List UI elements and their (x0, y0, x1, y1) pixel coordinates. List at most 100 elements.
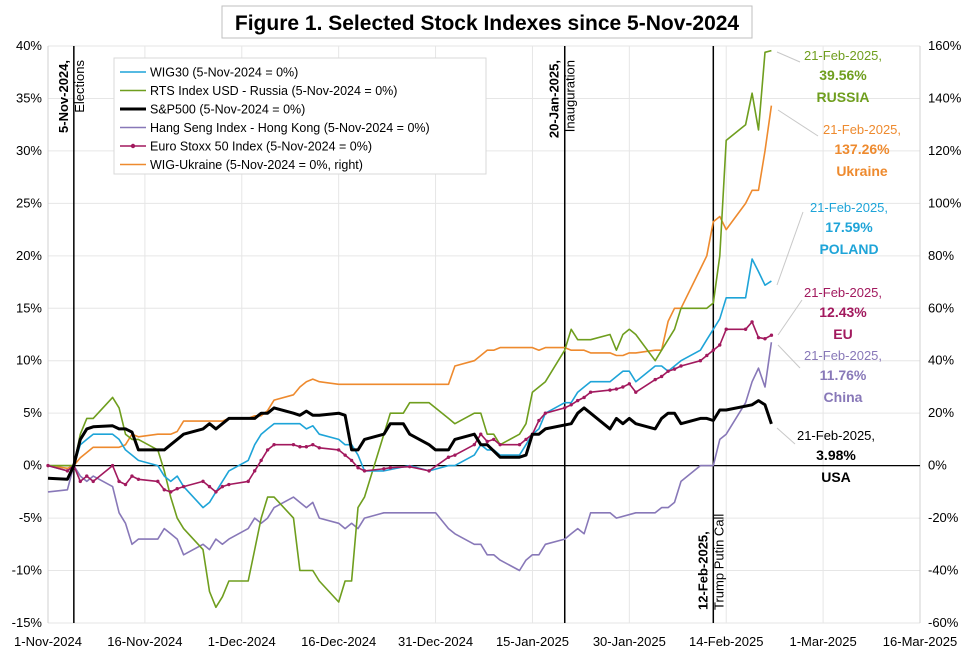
end-label-value: 11.76% (820, 367, 867, 383)
series-marker-eurostoxx (543, 411, 548, 415)
series-lines (46, 49, 774, 609)
legend-marker-eurostoxx (130, 143, 136, 149)
y-left-tick-label: -5% (19, 510, 43, 525)
end-label-leader (777, 109, 819, 137)
series-marker-eurostoxx (246, 479, 250, 484)
end-label-value: 3.98% (816, 447, 856, 463)
event-sublabel: Elections (72, 60, 87, 113)
series-marker-eurostoxx (336, 448, 341, 452)
series-line-wigukraine (47, 105, 773, 470)
y-left-tick-label: 35% (16, 90, 42, 105)
series-marker-eurostoxx (408, 464, 412, 469)
legend-label-hangseng: Hang Seng Index - Hong Kong (5-Nov-2024 … (150, 121, 430, 135)
end-label-date: 21-Feb-2025, (810, 200, 888, 215)
event-label: 20-Jan-2025, (547, 60, 562, 138)
series-marker-eurostoxx (672, 367, 677, 371)
series-marker-eurostoxx (608, 388, 612, 392)
legend-label-rts: RTS Index USD - Russia (5-Nov-2024 = 0%) (150, 84, 397, 98)
series-marker-eurostoxx (653, 377, 657, 382)
legend-label-wigukraine: WIG-Ukraine (5-Nov-2024 = 0%, right) (150, 158, 363, 172)
series-marker-eurostoxx (472, 442, 477, 447)
series-marker-eurostoxx (343, 453, 347, 457)
series-marker-eurostoxx (311, 442, 315, 447)
series-marker-eurostoxx (156, 479, 160, 484)
y-right-tick-label: 100% (928, 195, 962, 210)
series-marker-eurostoxx (175, 487, 179, 491)
y-left-tick-label: 0% (23, 458, 42, 473)
series-marker-eurostoxx (123, 482, 128, 487)
series-marker-eurostoxx (91, 479, 95, 484)
series-marker-eurostoxx (136, 477, 141, 481)
y-right-tick-label: 140% (928, 90, 962, 105)
series-marker-eurostoxx (524, 437, 528, 442)
series-marker-eurostoxx (698, 359, 703, 363)
series-marker-eurostoxx (259, 458, 263, 463)
series-marker-eurostoxx (252, 469, 257, 473)
series-marker-eurostoxx (666, 369, 670, 373)
series-marker-eurostoxx (763, 336, 767, 341)
series-marker-eurostoxx (85, 474, 89, 478)
end-label-leader (777, 299, 803, 336)
end-label-date: 21-Feb-2025, (823, 122, 901, 137)
end-label-date: 21-Feb-2025, (804, 285, 882, 300)
end-label-country: EU (833, 326, 852, 342)
series-marker-eurostoxx (724, 327, 728, 331)
series-marker-eurostoxx (446, 455, 451, 459)
series-marker-eurostoxx (162, 488, 166, 492)
series-marker-eurostoxx (575, 398, 580, 403)
x-tick-label: 1-Dec-2024 (208, 634, 276, 649)
y-left-tick-label: 10% (16, 353, 42, 368)
series-marker-eurostoxx (750, 320, 754, 324)
series-line-rts (48, 49, 772, 609)
series-marker-eurostoxx (659, 374, 664, 379)
series-marker-eurostoxx (627, 382, 632, 386)
series-marker-eurostoxx (498, 442, 502, 447)
x-tick-label: 16-Mar-2025 (883, 634, 957, 649)
series-marker-eurostoxx (711, 348, 716, 352)
y-left-tick-label: 25% (16, 195, 42, 210)
series-marker-eurostoxx (382, 467, 386, 471)
end-labels: 21-Feb-2025, 39.56% RUSSIA 21-Feb-2025, 137.… (776, 48, 901, 485)
x-tick-label: 1-Nov-2024 (14, 634, 82, 649)
legend-label-sp500: S&P500 (5-Nov-2024 = 0%) (150, 103, 305, 117)
series-marker-eurostoxx (272, 442, 276, 447)
series-marker-eurostoxx (679, 364, 683, 368)
series-marker-eurostoxx (214, 490, 218, 494)
series-marker-eurostoxx (130, 474, 134, 478)
legend-box (113, 57, 487, 175)
legend-label-wig30: WIG30 (5-Nov-2024 = 0%) (150, 66, 298, 80)
series-marker-eurostoxx (207, 484, 212, 489)
y-left-tick-label: -15% (12, 615, 43, 630)
series-marker-eurostoxx (588, 390, 593, 394)
x-tick-label: 14-Feb-2025 (689, 634, 763, 649)
end-label-country: USA (821, 469, 851, 485)
series-marker-eurostoxx (356, 466, 360, 470)
event-label-date: 5-Nov-2024, (56, 60, 71, 133)
y-left-tick-label: -10% (12, 563, 43, 578)
end-label-country: POLAND (819, 241, 878, 257)
series-marker-eurostoxx (453, 453, 457, 457)
series-marker-eurostoxx (563, 406, 567, 410)
series-marker-eurostoxx (479, 432, 483, 436)
series-marker-eurostoxx (388, 466, 393, 470)
series-marker-eurostoxx (485, 439, 489, 444)
x-tick-label: 1-Mar-2025 (790, 634, 857, 649)
series-marker-eurostoxx (621, 385, 625, 389)
series-marker-eurostoxx (265, 448, 270, 452)
series-marker-eurostoxx (304, 445, 309, 449)
series-marker-eurostoxx (169, 490, 173, 494)
y-axis-left: -15% -10% -5% 0% 5% 10% 15% 20% 25% 30% 35% 40% (12, 38, 43, 630)
y-right-tick-label: 20% (928, 405, 954, 420)
end-label-value: 17.59% (825, 219, 873, 235)
x-tick-label: 16-Nov-2024 (107, 634, 182, 649)
y-right-tick-label: -60% (928, 615, 959, 630)
event-sublabel: Inauguration (563, 60, 578, 132)
event-label-date: 20-Jan-2025, (547, 60, 562, 138)
series-line-hangseng (47, 342, 773, 572)
event-label-text: Inauguration (563, 60, 578, 132)
series-marker-eurostoxx (537, 418, 541, 423)
chart-title: Figure 1. Selected Stock Indexes since 5… (235, 12, 740, 35)
series-marker-eurostoxx (65, 469, 70, 473)
